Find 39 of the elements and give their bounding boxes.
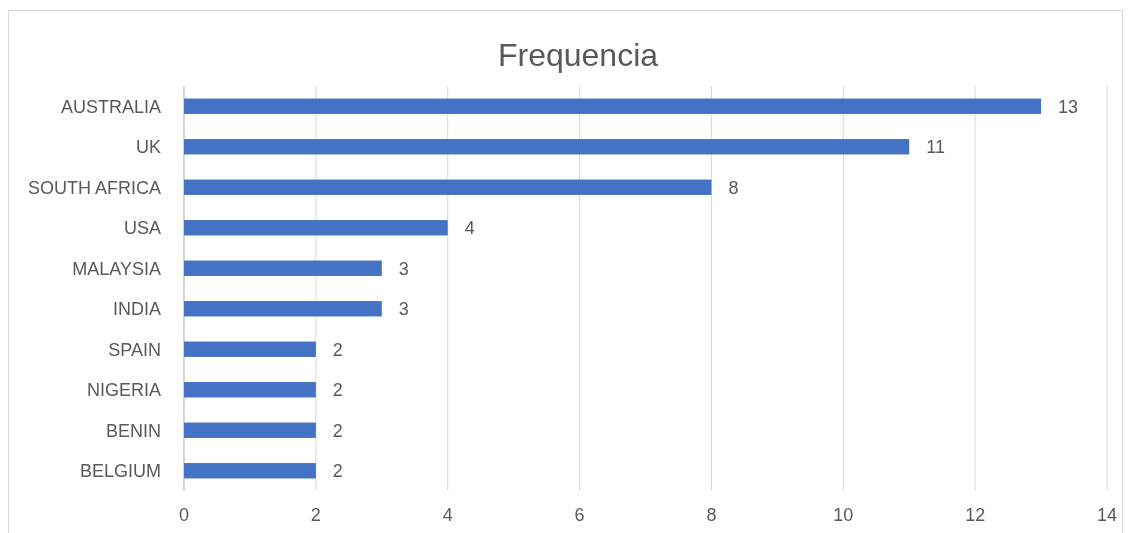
data-label: 3 — [398, 299, 409, 320]
data-label: 13 — [1058, 96, 1079, 117]
data-label: 2 — [332, 380, 343, 401]
bar — [184, 98, 1042, 114]
data-label: 4 — [464, 218, 475, 239]
x-tick-label: 4 — [442, 505, 453, 525]
bar — [184, 463, 316, 479]
bar — [184, 422, 316, 438]
y-tick-label: SOUTH AFRICA — [27, 177, 161, 198]
bar — [184, 220, 448, 236]
data-label: 2 — [332, 420, 343, 441]
x-tick-label: 0 — [178, 505, 190, 525]
bar — [184, 139, 910, 155]
y-tick-label: INDIA — [112, 299, 161, 320]
bar — [184, 179, 712, 195]
data-label: 2 — [332, 461, 343, 482]
y-tick-label: USA — [123, 218, 161, 239]
y-tick-label: MALAYSIA — [72, 258, 161, 279]
bar — [184, 301, 382, 317]
y-tick-label: AUSTRALIA — [60, 96, 161, 117]
data-label: 3 — [398, 258, 409, 279]
x-tick-label: 8 — [706, 505, 717, 525]
data-label: 2 — [332, 339, 343, 360]
x-tick-label: 14 — [1096, 505, 1118, 525]
y-tick-label: BELGIUM — [79, 461, 161, 482]
bar — [184, 382, 316, 398]
data-label: 8 — [728, 177, 739, 198]
y-tick-label: NIGERIA — [86, 380, 161, 401]
bar — [184, 341, 316, 357]
chart-title: Frequencia — [497, 37, 659, 73]
x-tick-label: 12 — [965, 505, 986, 525]
bar — [184, 260, 382, 276]
y-tick-label: SPAIN — [108, 339, 161, 360]
y-tick-label: UK — [135, 137, 161, 158]
x-tick-label: 10 — [833, 505, 854, 525]
x-tick-label: 2 — [310, 505, 321, 525]
y-tick-label: BENIN — [105, 420, 161, 441]
data-label: 11 — [926, 137, 945, 158]
x-tick-label: 6 — [574, 505, 585, 525]
